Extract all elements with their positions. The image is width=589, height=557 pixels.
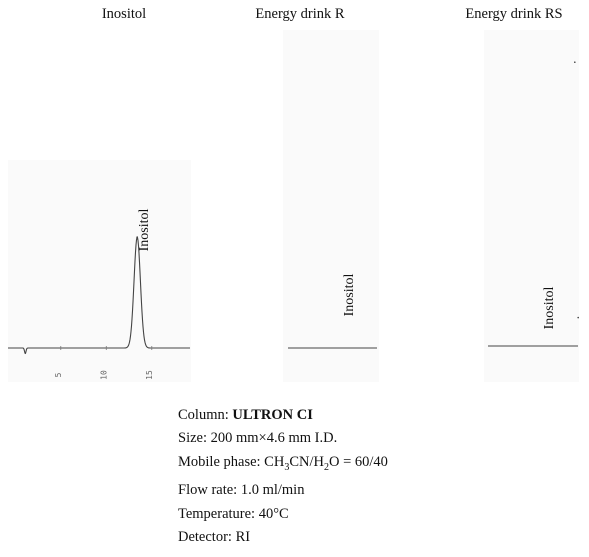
peak-point [574, 61, 576, 63]
chromatography-conditions: Column: ULTRON CI Size: 200 mm×4.6 mm I.… [178, 404, 388, 549]
chart-panel-energy-drink-rs [484, 30, 579, 382]
peak-annotation-label: Inositol [137, 209, 152, 252]
condition-temperature: Temperature: 40°C [178, 505, 289, 522]
x-tick-label: 5 [54, 372, 63, 377]
peak-annotation-label: Inositol [342, 274, 357, 317]
chromatogram-energy-drink-r: 10Inositol [288, 61, 579, 349]
peak-point [577, 316, 579, 319]
chromatogram-trace [8, 236, 190, 355]
condition-mobile-phase: Mobile phase: CH3CN/H2O = 60/40 [178, 453, 388, 473]
condition-detector: Detector: RI [178, 528, 251, 545]
condition-size: Size: 200 mm×4.6 mm I.D. [178, 430, 338, 447]
chart-title-energy-drink-rs: Energy drink RS [465, 6, 563, 22]
peak-point [136, 236, 138, 238]
chromatogram-inositol: 5 10 15 Inositol [8, 209, 190, 380]
chart-panel-inositol [8, 160, 191, 382]
chart-title-energy-drink-r: Energy drink R [255, 6, 345, 22]
condition-flow-rate: Flow rate: 1.0 ml/min [178, 482, 305, 499]
chart-title-inositol: Inositol [101, 6, 147, 22]
condition-column: Column: ULTRON CI [178, 407, 313, 423]
x-tick-label: 15 [145, 370, 154, 380]
x-tick-label: 10 [99, 370, 108, 380]
peak-annotation-label: Inositol [542, 287, 557, 330]
chromatogram-energy-drink-rs: 10Inositol [488, 287, 578, 347]
chart-panel-energy-drink-r [283, 30, 379, 382]
column-name: ULTRON CI [232, 407, 313, 423]
